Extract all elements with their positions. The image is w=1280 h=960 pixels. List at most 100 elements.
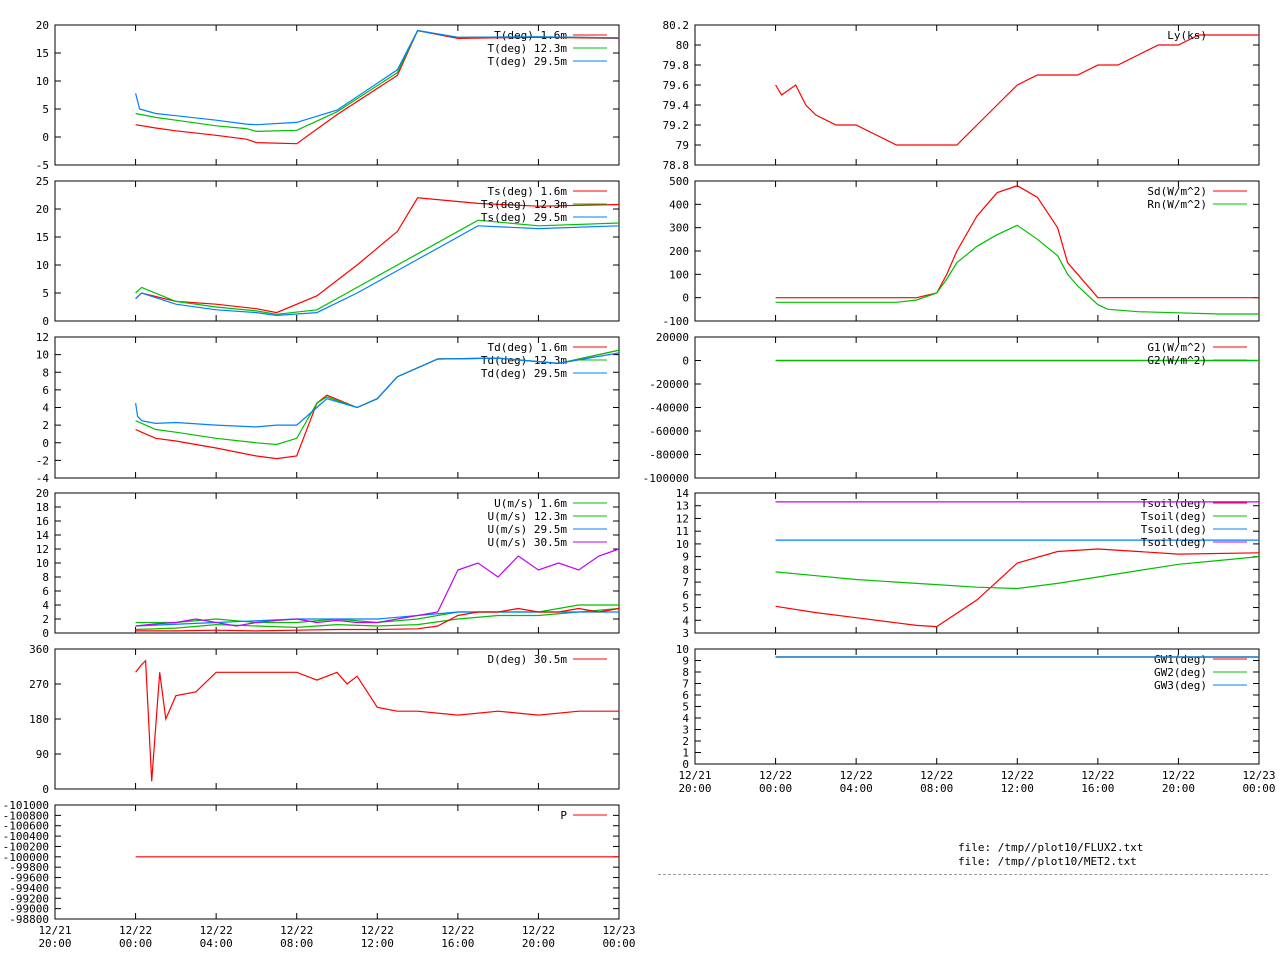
y-tick-label: 25	[36, 175, 49, 188]
legend-label: Td(deg) 1.6m	[488, 341, 568, 354]
plot-frame	[694, 24, 1260, 166]
series-line-blue	[135, 29, 620, 126]
y-tick-label: -100800	[3, 809, 49, 822]
x-tick-time: 08:00	[280, 937, 313, 950]
y-tick-label: 10	[36, 349, 49, 362]
x-tick-time: 12:00	[361, 937, 394, 950]
y-tick-label: 12	[676, 512, 689, 525]
x-tick-time: 04:00	[840, 782, 873, 795]
y-tick-label: -100200	[3, 840, 49, 853]
y-tick-label: 0	[42, 315, 49, 328]
y-tick-label: 1	[682, 747, 689, 760]
separator-line	[658, 874, 1268, 875]
x-tick-date: 12/22	[522, 924, 555, 937]
legend-label: Rn(W/m^2)	[1147, 198, 1207, 211]
y-tick-label: 9	[682, 551, 689, 564]
legend-label: U(m/s) 30.5m	[488, 536, 568, 549]
series-line-green	[135, 219, 620, 315]
legend-label: Ts(deg) 1.6m	[488, 185, 568, 198]
y-tick-label: -100600	[3, 820, 49, 833]
y-tick-label: -100400	[3, 830, 49, 843]
file-name-flux: file: /tmp//plot10/FLUX2.txt	[958, 841, 1144, 854]
y-tick-label: 14	[36, 529, 50, 542]
series-line-red	[135, 607, 620, 632]
y-tick-label: 90	[36, 748, 49, 761]
series-line-red	[135, 659, 619, 782]
y-tick-label: 2	[42, 419, 49, 432]
series-line-blue	[135, 225, 620, 317]
x-tick-date: 12/22	[1081, 769, 1114, 782]
x-tick-date: 12/22	[441, 924, 474, 937]
y-tick-label: -101000	[3, 799, 49, 812]
y-tick-label: 15	[36, 47, 49, 60]
y-tick-label: 11	[676, 525, 689, 538]
y-tick-label: 5	[682, 602, 689, 615]
legend-label: GW1(deg)	[1154, 653, 1207, 666]
legend-label: G1(W/m^2)	[1147, 341, 1207, 354]
y-tick-label: -100	[663, 315, 690, 328]
y-tick-label: 6	[682, 589, 689, 602]
series-line-red	[135, 29, 620, 145]
y-tick-label: 3	[682, 724, 689, 737]
chart-tsoil: 14131211109876543Tsoil(deg)Tsoil(deg)Tso…	[676, 487, 1260, 640]
y-tick-label: -99400	[9, 882, 49, 895]
y-tick-label: 300	[669, 222, 689, 235]
x-tick-date: 12/22	[200, 924, 233, 937]
y-tick-label: 79.4	[663, 99, 690, 112]
series-line-magenta	[135, 548, 620, 627]
x-tick-time: 16:00	[441, 937, 474, 950]
legend-label: U(m/s) 29.5m	[488, 523, 568, 536]
y-tick-label: -99000	[9, 903, 49, 916]
chart-ly: 80.2 80 79.8 79.6 79.4 79.2 79 78.8 Ly(ks)	[663, 19, 1260, 172]
y-tick-label: 100	[669, 268, 689, 281]
y-tick-label: 4	[42, 599, 49, 612]
y-tick-label: 200	[669, 245, 689, 258]
y-tick-label: 8	[682, 563, 689, 576]
chart-rad: 500 400 300 200 100 0 -100 Sd(W/m^2)Rn(W/m^2)	[663, 175, 1260, 328]
plot-frame	[694, 492, 1260, 634]
series-line-blue	[135, 352, 620, 428]
legend-label: Tsoil(deg)	[1141, 523, 1207, 536]
plot-frame	[54, 648, 620, 790]
x-tick-time: 00:00	[759, 782, 792, 795]
series-line-green	[135, 607, 620, 631]
y-tick-label: 0	[682, 355, 689, 368]
y-tick-label: 0	[42, 131, 49, 144]
y-tick-label: 0	[42, 783, 49, 796]
legend-label: P	[560, 809, 567, 822]
chart-g: 20000 0 -20000 -40000 -60000 -80000 -100000 G1(…	[643, 331, 1260, 485]
series-line-red	[775, 548, 1260, 628]
y-tick-label: 78.8	[663, 159, 690, 172]
y-tick-label: -99800	[9, 861, 49, 874]
x-tick-date: 12/22	[759, 769, 792, 782]
x-tick-date: 12/22	[361, 924, 394, 937]
y-tick-label: -40000	[649, 402, 689, 415]
y-tick-label: 6	[682, 689, 689, 702]
plot-frame	[54, 24, 620, 166]
legend-label: GW2(deg)	[1154, 666, 1207, 679]
y-tick-label: 10	[36, 259, 49, 272]
y-tick-label: 360	[29, 643, 49, 656]
y-tick-label: 79.2	[663, 119, 690, 132]
y-tick-label: 8	[682, 666, 689, 679]
y-tick-label: 5	[42, 103, 49, 116]
legend-label: GW3(deg)	[1154, 679, 1207, 692]
y-tick-label: 3	[682, 627, 689, 640]
y-tick-label: -4	[36, 472, 50, 485]
y-tick-label: 20	[36, 203, 49, 216]
y-tick-label: 18	[36, 501, 49, 514]
y-tick-label: 4	[682, 614, 689, 627]
y-tick-label: -2	[36, 454, 49, 467]
x-tick-date: 12/21	[38, 924, 71, 937]
y-tick-label: 80	[676, 39, 689, 52]
y-tick-label: 8	[42, 366, 49, 379]
y-tick-label: 79.6	[663, 79, 690, 92]
legend-label: Ts(deg) 29.5m	[481, 211, 567, 224]
legend-label: T(deg) 29.5m	[488, 55, 568, 68]
y-tick-label: -20000	[649, 378, 689, 391]
y-tick-label: 12	[36, 331, 49, 344]
